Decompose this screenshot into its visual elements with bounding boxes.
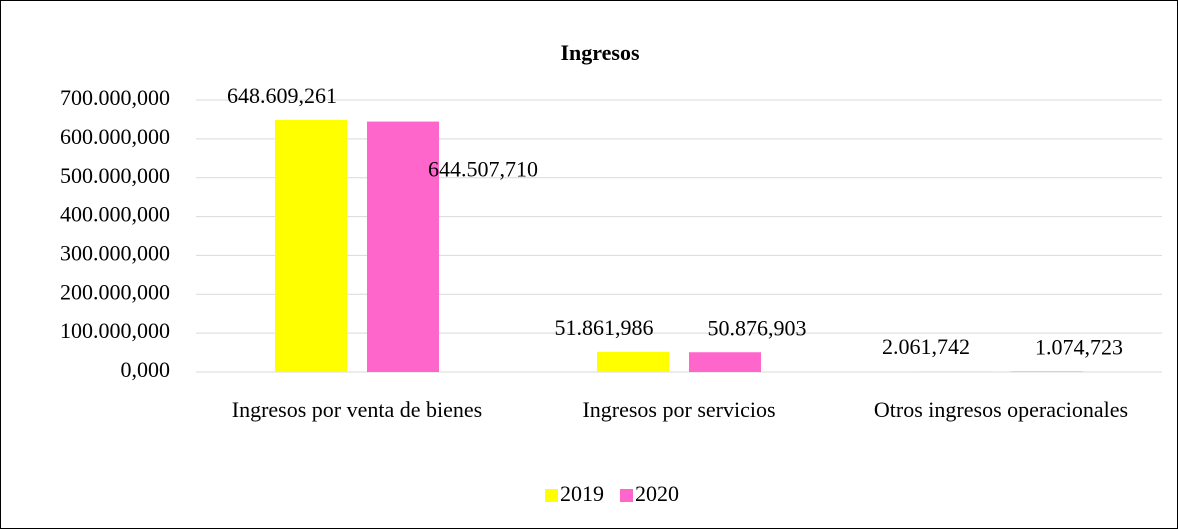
value-label: 648.609,261: [227, 83, 337, 108]
bar: [919, 371, 991, 372]
y-tick-label: 600.000,000: [60, 124, 170, 149]
legend-label: 2019: [560, 481, 604, 506]
value-label: 2.061,742: [882, 334, 970, 359]
bar: [275, 119, 347, 373]
value-label: 50.876,903: [708, 315, 807, 340]
bar: [597, 351, 669, 372]
bar: [689, 352, 761, 372]
value-label: 644.507,710: [428, 157, 538, 182]
y-tick-label: 500.000,000: [60, 163, 170, 188]
bar: [367, 121, 439, 373]
y-tick-label: 200.000,000: [60, 279, 170, 304]
chart-title: Ingresos: [560, 40, 639, 65]
legend-swatch: [545, 489, 558, 502]
value-label: 51.861,986: [555, 315, 654, 340]
y-tick-label: 700.000,000: [60, 85, 170, 110]
y-tick-label: 400.000,000: [60, 202, 170, 227]
value-label: 1.074,723: [1035, 335, 1123, 360]
x-tick-label: Ingresos por venta de bienes: [231, 397, 483, 422]
legend-label: 2020: [635, 481, 679, 506]
y-tick-label: 300.000,000: [60, 240, 170, 265]
legend-swatch: [620, 489, 633, 502]
x-tick-label: Ingresos por servicios: [582, 397, 776, 422]
x-tick-label: Otros ingresos operacionales: [873, 397, 1129, 422]
y-tick-label: 100.000,000: [60, 318, 170, 343]
y-tick-label: 0,000: [121, 357, 171, 382]
